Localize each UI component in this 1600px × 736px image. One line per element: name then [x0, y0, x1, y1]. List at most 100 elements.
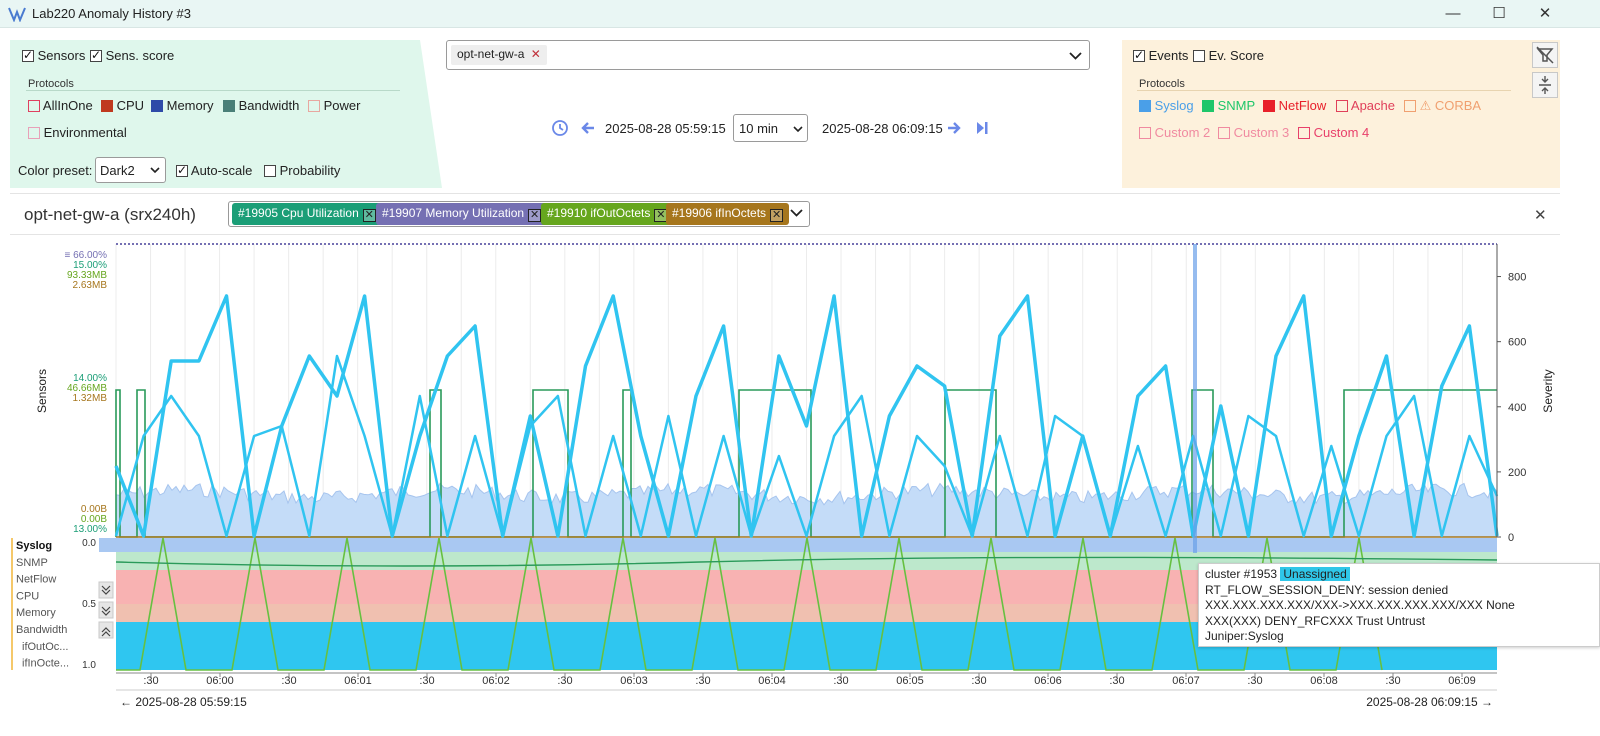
x-tick-label: 06:06	[1034, 675, 1062, 687]
left-tick-label: 15.00%	[73, 260, 107, 271]
checkbox-icon	[264, 165, 276, 177]
right-protocol-1[interactable]: SNMP	[1202, 98, 1255, 113]
ev-score-label: Ev. Score	[1208, 48, 1265, 63]
left-protocol-1[interactable]: CPU	[101, 98, 144, 113]
range-start-label: ← 2025-08-28 05:59:15	[120, 695, 247, 709]
sensor-score-line-b	[114, 354, 1499, 538]
events-panel	[1122, 40, 1560, 188]
right-protocol-2[interactable]: NetFlow	[1263, 98, 1326, 113]
minimize-button[interactable]: —	[1445, 5, 1461, 22]
x-tick-label: :30	[833, 675, 848, 687]
close-chart-button[interactable]: ✕	[1534, 207, 1547, 224]
band-label: ifOutOc...	[22, 641, 68, 653]
band-toggle-button[interactable]	[98, 621, 114, 639]
x-tick-label: 06:07	[1172, 675, 1200, 687]
sensor-score-line-a	[114, 294, 1499, 538]
sensors-axis-label: Sensors	[35, 369, 49, 413]
left-tick-label: 46.66MB	[67, 383, 107, 394]
color-preset-select[interactable]: Dark2	[95, 157, 166, 183]
left-tick-label: ≡ 66.00%	[64, 250, 107, 261]
sensor-chip[interactable]: #19907 Memory Utilization ✕	[376, 203, 548, 225]
app-logo-icon	[8, 7, 26, 22]
close-window-button[interactable]: ✕	[1538, 5, 1552, 22]
sensor-chip[interactable]: #19905 Cpu Utilization ✕	[232, 203, 382, 225]
x-tick-label: 06:09	[1448, 675, 1476, 687]
protocol-swatch-icon	[1139, 100, 1151, 112]
maximize-button[interactable]: ☐	[1492, 5, 1506, 22]
band-label: Syslog	[16, 540, 52, 552]
sensor-chip[interactable]: #19906 ifInOctets ✕	[666, 203, 790, 225]
protocol-swatch-icon	[1202, 100, 1214, 112]
filter-off-icon	[1536, 46, 1554, 64]
sensor-chip[interactable]: #19910 ifOutOctets ✕	[541, 203, 674, 225]
collapse-vertical-icon	[1539, 76, 1551, 94]
collapse-button[interactable]	[1532, 72, 1558, 98]
remove-chip-icon[interactable]: ✕	[362, 209, 376, 222]
clear-filter-button[interactable]	[1532, 42, 1558, 68]
lower-scale-label: 0.5	[82, 599, 96, 610]
x-tick-label: 06:02	[482, 675, 510, 687]
x-tick-label: :30	[1247, 675, 1262, 687]
divider	[1137, 90, 1511, 91]
tooltip-cluster: cluster #1953	[1205, 567, 1278, 581]
left-protocol-0[interactable]: AllInOne	[28, 98, 93, 113]
band-label: NetFlow	[16, 574, 56, 586]
probability-checkbox[interactable]: Probability	[264, 163, 340, 178]
protocol-swatch-icon	[308, 100, 320, 112]
severity-tick-label: 600	[1508, 337, 1526, 349]
x-tick-label: :30	[143, 675, 158, 687]
right-protocol-6[interactable]: Custom 3	[1218, 125, 1289, 140]
autoscale-checkbox[interactable]: Auto-scale	[176, 163, 252, 178]
x-tick-label: 06:00	[206, 675, 234, 687]
chevron-icon	[101, 585, 111, 595]
history-icon[interactable]	[551, 119, 569, 137]
protocol-swatch-icon	[1218, 127, 1230, 139]
sensor-chip-label: #19905 Cpu Utilization	[238, 206, 359, 220]
protocol-swatch-icon	[1404, 100, 1416, 112]
ev-score-checkbox[interactable]: Ev. Score	[1193, 48, 1264, 63]
remove-chip-icon[interactable]: ✕	[770, 209, 784, 222]
snmp-band-line	[115, 556, 1498, 567]
chevron-down-icon	[790, 209, 803, 217]
protocols-title: Protocols	[28, 78, 74, 90]
divider	[26, 90, 400, 91]
protocol-swatch-icon	[151, 100, 163, 112]
selection-marker[interactable]	[1193, 244, 1197, 553]
protocols-title: Protocols	[1139, 78, 1185, 90]
right-protocol-7[interactable]: Custom 4	[1298, 125, 1369, 140]
arrow-left-icon[interactable]	[580, 120, 596, 136]
window-select[interactable]: 10 min	[733, 114, 808, 142]
x-tick-label: :30	[1385, 675, 1400, 687]
left-protocol-5[interactable]: Environmental	[28, 125, 127, 140]
skip-to-end-icon[interactable]	[975, 120, 989, 136]
x-tick-label: 06:03	[620, 675, 648, 687]
right-protocol-3[interactable]: Apache	[1336, 98, 1395, 113]
arrow-right-icon[interactable]	[946, 120, 962, 136]
sens-score-checkbox[interactable]: Sens. score	[90, 48, 174, 63]
color-preset-label: Color preset:	[18, 163, 93, 178]
remove-chip-icon[interactable]: ✕	[528, 209, 542, 222]
left-protocol-3[interactable]: Bandwidth	[223, 98, 299, 113]
left-protocol-2[interactable]: Memory	[151, 98, 214, 113]
right-protocol-0[interactable]: Syslog	[1139, 98, 1194, 113]
protocol-label: NetFlow	[1275, 98, 1327, 113]
cpu-step-line	[115, 389, 1497, 538]
right-protocol-5[interactable]: Custom 2	[1139, 125, 1210, 140]
remove-device-icon[interactable]: ✕	[530, 47, 541, 61]
x-tick-label: 06:08	[1310, 675, 1338, 687]
range-end-label: 2025-08-28 06:09:15 →	[1366, 695, 1493, 709]
x-tick-label: :30	[971, 675, 986, 687]
sensor-chip-label: #19910 ifOutOctets	[547, 206, 651, 220]
protocol-swatch-icon	[1139, 127, 1151, 139]
anomaly-chart[interactable]: 800 600 400 200 0 Severity Sensors ≡ 66.00%15.0…	[0, 236, 1600, 736]
sensors-panel	[10, 40, 442, 188]
sensors-checkbox[interactable]: Sensors	[22, 48, 85, 63]
right-protocol-4[interactable]: ⚠ CORBA	[1404, 98, 1481, 114]
device-select[interactable]: opt-net-gw-a ✕	[446, 40, 1090, 70]
band-toggle-button[interactable]	[98, 601, 114, 619]
color-preset-value: Dark2	[100, 163, 135, 178]
left-protocol-4[interactable]: Power	[308, 98, 360, 113]
protocol-swatch-icon	[223, 100, 235, 112]
events-checkbox[interactable]: Events	[1133, 48, 1188, 63]
remove-chip-icon[interactable]: ✕	[654, 209, 668, 222]
